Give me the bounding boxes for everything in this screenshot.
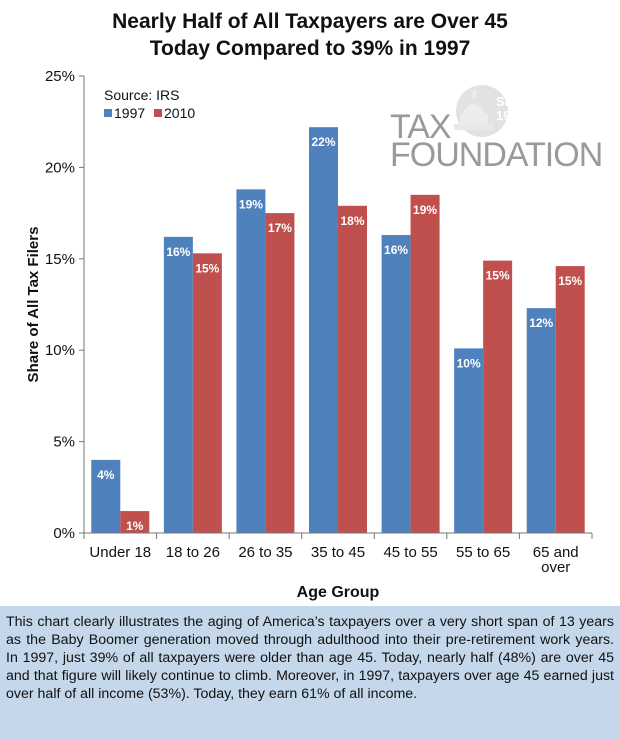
chart-title: Nearly Half of All Taxpayers are Over 45… — [0, 8, 620, 62]
y-tick-label-1: 5% — [53, 434, 75, 451]
y-tick-label-4: 20% — [45, 159, 75, 176]
axes-layer: Under 18 18 to 26 26 to 35 35 to 45 45 to 55… — [25, 68, 593, 601]
x-tick-label-3: 35 to 45 — [311, 544, 365, 561]
y-axis-title: Share of All Tax Filers — [25, 227, 42, 383]
x-tick-label-6-line-1: over — [541, 559, 570, 576]
bar-2010-6 — [555, 266, 585, 533]
chart-title-line-1: Nearly Half of All Taxpayers are Over 45 — [112, 10, 508, 33]
bar-2010-5 — [483, 260, 513, 533]
source-note: Source: IRS — [104, 87, 179, 103]
bar-1997-0 — [91, 459, 121, 533]
data-label-1997-1: 16% — [166, 245, 190, 259]
data-label-1997-4: 16% — [384, 243, 408, 257]
chart-caption: This chart clearly illustrates the aging… — [0, 606, 620, 740]
data-label-1997-6: 12% — [529, 316, 553, 330]
bar-1997-2 — [236, 189, 266, 533]
capitol-dome-icon — [454, 85, 508, 137]
bar-1997-5 — [454, 348, 484, 533]
bar-2010-3 — [338, 205, 367, 533]
x-tick-label-0: Under 18 — [89, 544, 151, 561]
data-label-2010-4: 19% — [413, 203, 437, 217]
data-label-2010-0: 1% — [126, 519, 144, 533]
x-tick-label-2: 26 to 35 — [238, 544, 292, 561]
data-label-2010-1: 15% — [195, 261, 219, 275]
bar-chart: 4% 1% 16% 15% 19% 17% 22% 18% 16% 19% 10% 15% 12% 15%… — [25, 68, 593, 601]
bar-2010-1 — [192, 253, 222, 534]
logo-tax: TAX — [390, 108, 452, 146]
bar-1997-1 — [163, 236, 193, 533]
data-label-1997-3: 22% — [311, 135, 335, 149]
logo-foundation: FOUNDATION — [390, 136, 603, 174]
data-label-2010-2: 17% — [268, 221, 292, 235]
bar-1997-6 — [526, 308, 556, 533]
y-tick-label-5: 25% — [45, 68, 75, 85]
logo-year: 1937 — [496, 108, 525, 123]
data-label-1997-0: 4% — [97, 468, 115, 482]
bar-1997-4 — [381, 235, 411, 533]
x-tick-label-5: 55 to 65 — [456, 544, 510, 561]
x-axis-title: Age Group — [297, 584, 380, 601]
data-label-2010-5: 15% — [486, 269, 510, 283]
chart-title-line-2: Today Compared to 39% in 1997 — [149, 37, 471, 60]
data-label-1997-5: 10% — [457, 356, 481, 370]
x-tick-label-1: 18 to 26 — [166, 544, 220, 561]
data-label-2010-6: 15% — [558, 274, 582, 288]
data-label-2010-3: 18% — [340, 214, 364, 228]
bars-layer: 4% 1% 16% 15% 19% 17% 22% 18% 16% 19% 10% 15% 12% 15% — [91, 127, 585, 534]
y-tick-label-3: 15% — [45, 251, 75, 268]
logo-since: Since — [496, 94, 531, 109]
legend-label-1997: 1997 — [114, 105, 145, 121]
data-label-1997-2: 19% — [239, 197, 263, 211]
legend-swatch-1997 — [104, 109, 112, 117]
tax-foundation-logo: Since 1937 TAX FOUNDATION — [388, 80, 603, 172]
bar-1997-3 — [309, 127, 338, 534]
y-tick-label-2: 10% — [45, 342, 75, 359]
y-tick-label-0: 0% — [53, 525, 75, 542]
bar-2010-4 — [410, 194, 440, 533]
legend-label-2010: 2010 — [164, 105, 195, 121]
x-tick-label-4: 45 to 55 — [383, 544, 437, 561]
bar-2010-2 — [265, 213, 295, 533]
legend-swatch-2010 — [154, 109, 162, 117]
x-tick-label-6: 65 and — [533, 544, 579, 561]
bar-2010-0 — [120, 511, 150, 533]
